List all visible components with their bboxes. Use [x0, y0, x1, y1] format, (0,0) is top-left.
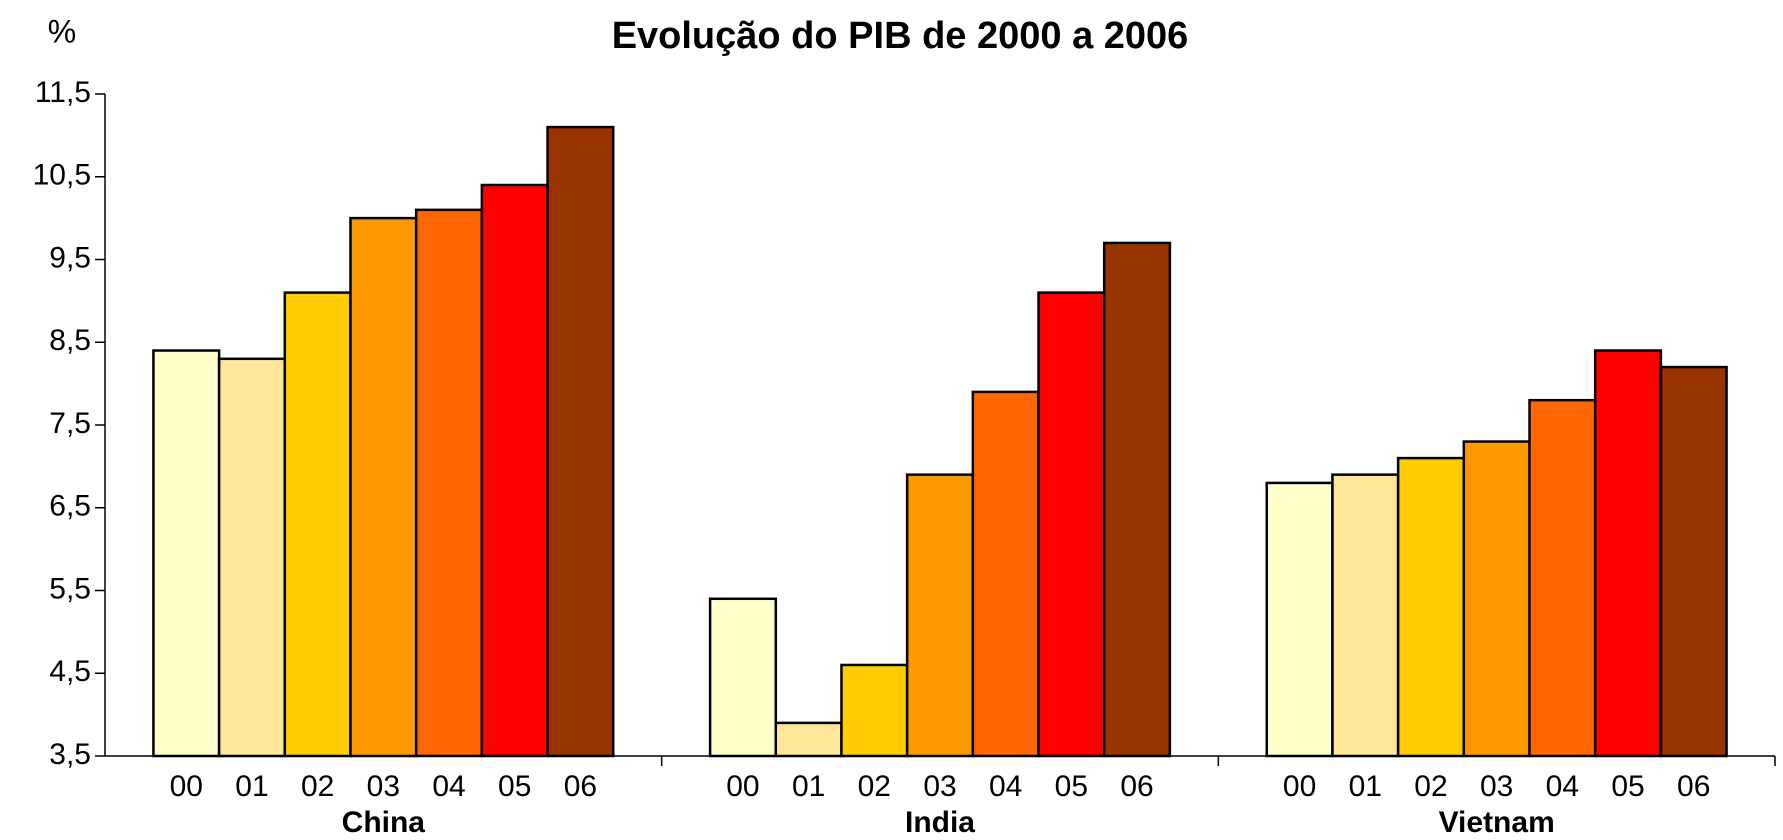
bar-label: 02 [301, 770, 334, 803]
bar-label: 00 [170, 770, 203, 803]
bar [546, 125, 615, 758]
bar-label: 05 [1611, 770, 1644, 803]
bar-label: 05 [498, 770, 531, 803]
bar [1331, 473, 1400, 758]
bar [349, 216, 418, 758]
bar-label: 00 [1283, 770, 1316, 803]
bar-label: 01 [235, 770, 268, 803]
bar-label: 04 [1546, 770, 1579, 803]
y-axis-label: % [48, 13, 76, 49]
y-tick-label: 6,5 [49, 490, 91, 523]
bar-label: 04 [432, 770, 465, 803]
bar-label: 02 [1414, 770, 1447, 803]
bar [971, 390, 1040, 758]
y-tick-label: 10,5 [33, 159, 91, 192]
bar [1102, 241, 1172, 758]
bar [414, 208, 484, 758]
bar [1528, 398, 1597, 758]
bar-label: 00 [726, 770, 759, 803]
bar-label: 02 [858, 770, 891, 803]
bar-label: 01 [792, 770, 825, 803]
bar [283, 291, 352, 758]
bar [1462, 440, 1531, 758]
y-tick-label: 5,5 [49, 572, 91, 605]
bar [1037, 291, 1106, 758]
bar [840, 663, 909, 758]
bar-label: 03 [1480, 770, 1513, 803]
bar [1593, 349, 1663, 758]
bar-label: 04 [989, 770, 1022, 803]
bar [152, 349, 221, 758]
y-tick-label: 11,5 [35, 76, 91, 109]
bar [774, 721, 843, 758]
y-tick-label: 9,5 [49, 241, 91, 274]
bar [480, 183, 549, 758]
y-tick-label: 3,5 [49, 738, 91, 771]
y-tick-label: 4,5 [49, 655, 91, 688]
bar [708, 597, 778, 758]
x-tick-label: China [342, 806, 426, 839]
bar [905, 473, 975, 758]
bar [217, 357, 287, 758]
y-tick-label: 7,5 [49, 407, 91, 440]
bar-label: 06 [1120, 770, 1153, 803]
bar-label: 05 [1055, 770, 1088, 803]
bar-label: 03 [367, 770, 400, 803]
bar-label: 03 [923, 770, 956, 803]
bar-label: 06 [564, 770, 597, 803]
bar [1659, 365, 1728, 758]
bar-label: 06 [1677, 770, 1710, 803]
chart-title: Evolução do PIB de 2000 a 2006 [612, 15, 1189, 57]
x-tick-label: Vietnam [1439, 806, 1555, 839]
x-tick-label: India [905, 806, 975, 839]
bar-label: 01 [1349, 770, 1382, 803]
bar [1265, 481, 1334, 758]
bar [1396, 456, 1466, 758]
y-tick-label: 8,5 [49, 324, 91, 357]
